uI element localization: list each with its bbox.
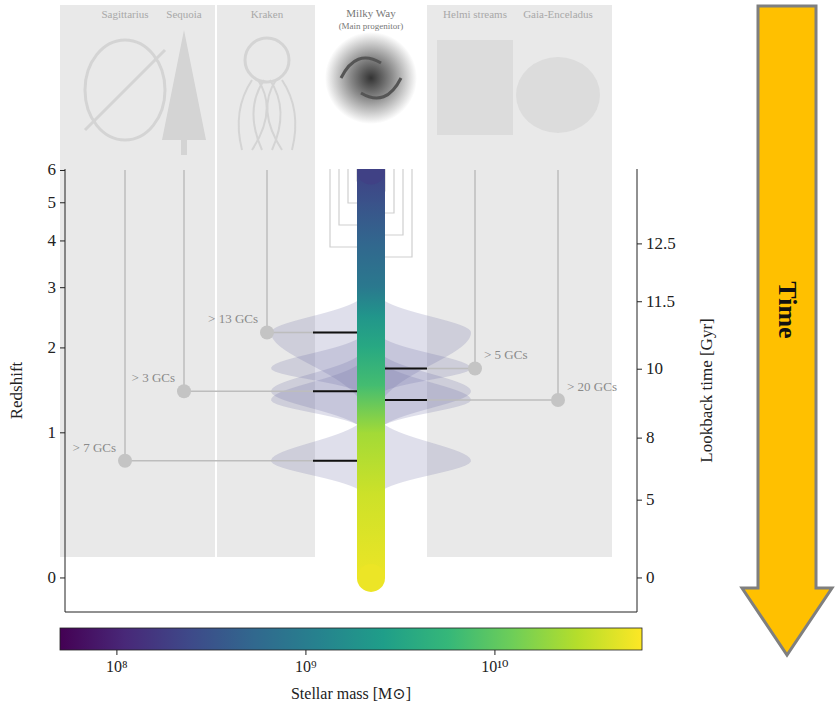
- satellite-name: Sagittarius: [101, 8, 148, 20]
- accretion-line: [267, 332, 371, 334]
- icon-kraken-arm: [267, 80, 282, 150]
- y2-tick-label: 8: [646, 428, 655, 447]
- x-axis: [65, 612, 637, 613]
- icon-sagittarius-arrow: [85, 50, 165, 130]
- accretion-line: [125, 460, 371, 462]
- y-tick-label: 5: [48, 193, 57, 212]
- satellite-name: Helmi streams: [443, 8, 507, 20]
- y-tick-label: 0: [48, 568, 57, 587]
- y-tick-label: 3: [48, 278, 57, 297]
- accretion-point: [177, 384, 191, 398]
- icon-sequoia-trunk: [181, 140, 187, 155]
- satellite-track: [557, 170, 559, 400]
- y-tick-label: 1: [48, 423, 57, 442]
- time-label: Time: [773, 281, 802, 338]
- accretion-line: [184, 390, 371, 392]
- main-progenitor-segment: [357, 240, 385, 288]
- y2-tick-label: 12.5: [646, 234, 676, 253]
- accretion-point: [118, 454, 132, 468]
- satellite-track: [183, 170, 185, 391]
- main-progenitor-segment: [357, 386, 385, 434]
- icon-kraken-arm: [253, 80, 264, 150]
- y-tick-label: 2: [48, 338, 57, 357]
- y2-tick-label: 0: [646, 568, 655, 587]
- colorbar-tick-label: 10¹⁰: [481, 658, 508, 675]
- satellite-track: [124, 170, 126, 461]
- icon-sagittarius: [85, 40, 165, 140]
- panel: [427, 5, 612, 557]
- y2-tick: [637, 369, 642, 370]
- satellite-track: [474, 170, 476, 368]
- colorbar-tick: [305, 650, 306, 655]
- colorbar-tick-label: 10⁹: [295, 658, 317, 675]
- gc-label: > 13 GCs: [208, 311, 258, 326]
- y-tick-label: 4: [48, 231, 57, 250]
- y-tick: [60, 347, 65, 348]
- satellite-name: Sequoia: [166, 8, 202, 20]
- milky-way-arm: [341, 58, 401, 98]
- main-progenitor-segment: [357, 287, 385, 316]
- main-progenitor-name: Milky Way: [346, 7, 396, 19]
- main-progenitor-cap: [357, 169, 385, 184]
- colorbar: [60, 628, 642, 650]
- accretion-line: [371, 368, 475, 370]
- main-progenitor-cap: [357, 564, 385, 592]
- panel: [217, 5, 315, 557]
- icon-kraken-arm: [282, 80, 295, 150]
- gc-label: > 20 GCs: [567, 379, 617, 394]
- satellite-name: Gaia-Enceladus: [523, 8, 593, 20]
- colorbar-tick: [116, 650, 117, 655]
- icon-kraken-arm: [239, 80, 252, 150]
- icon-kraken: [245, 38, 289, 82]
- icon-sequoia: [162, 30, 206, 140]
- y2-tick: [637, 500, 642, 501]
- y2-tick: [637, 577, 642, 578]
- main-progenitor-segment: [357, 202, 385, 241]
- y-tick: [60, 287, 65, 288]
- accretion-line: [371, 399, 558, 401]
- y-tick: [60, 577, 65, 578]
- satellite-name: Kraken: [251, 8, 284, 20]
- y2-tick-label: 10: [646, 359, 663, 378]
- colorbar-tick-label: 10⁸: [106, 658, 128, 675]
- main-progenitor-segment: [357, 347, 385, 386]
- y2-tick: [637, 301, 642, 302]
- y2-axis: [637, 169, 638, 612]
- y-axis: [65, 169, 66, 612]
- gc-label: > 3 GCs: [132, 370, 175, 385]
- panel: [60, 5, 215, 557]
- accretion-point: [551, 393, 565, 407]
- y-tick-label: 6: [48, 160, 57, 179]
- y-tick: [60, 202, 65, 203]
- accretion-point: [260, 325, 274, 339]
- main-progenitor-segment: [357, 432, 385, 493]
- main-progenitor-subtitle: (Main progenitor): [339, 21, 404, 31]
- y2-tick-label: 11.5: [646, 292, 675, 311]
- chart: Milky Way (Main progenitor) Sagittarius Seq…: [0, 0, 837, 711]
- y2-tick: [637, 243, 642, 244]
- colorbar-title: Stellar mass [M⊙]: [291, 685, 411, 702]
- time-arrow: [742, 6, 832, 655]
- y2-tick: [637, 438, 642, 439]
- colorbar-tick: [494, 650, 495, 655]
- satellite-track: [266, 170, 268, 332]
- main-progenitor-segment: [357, 315, 385, 348]
- accretion-point: [468, 361, 482, 375]
- y-tick: [60, 170, 65, 171]
- plot-marks: [118, 169, 565, 592]
- y-axis-title: Redshift: [7, 361, 26, 419]
- y-tick: [60, 240, 65, 241]
- milky-way-image: [325, 32, 417, 124]
- icon-gaia-enceladus: [516, 57, 600, 133]
- y2-axis-title: Lookback time [Gyr]: [697, 318, 716, 462]
- y-tick: [60, 432, 65, 433]
- y2-tick-label: 5: [646, 490, 655, 509]
- icon-kraken-arm: [252, 80, 267, 150]
- gc-label: > 5 GCs: [484, 347, 527, 362]
- gc-label: > 7 GCs: [73, 440, 116, 455]
- icon-helmi: [437, 40, 513, 135]
